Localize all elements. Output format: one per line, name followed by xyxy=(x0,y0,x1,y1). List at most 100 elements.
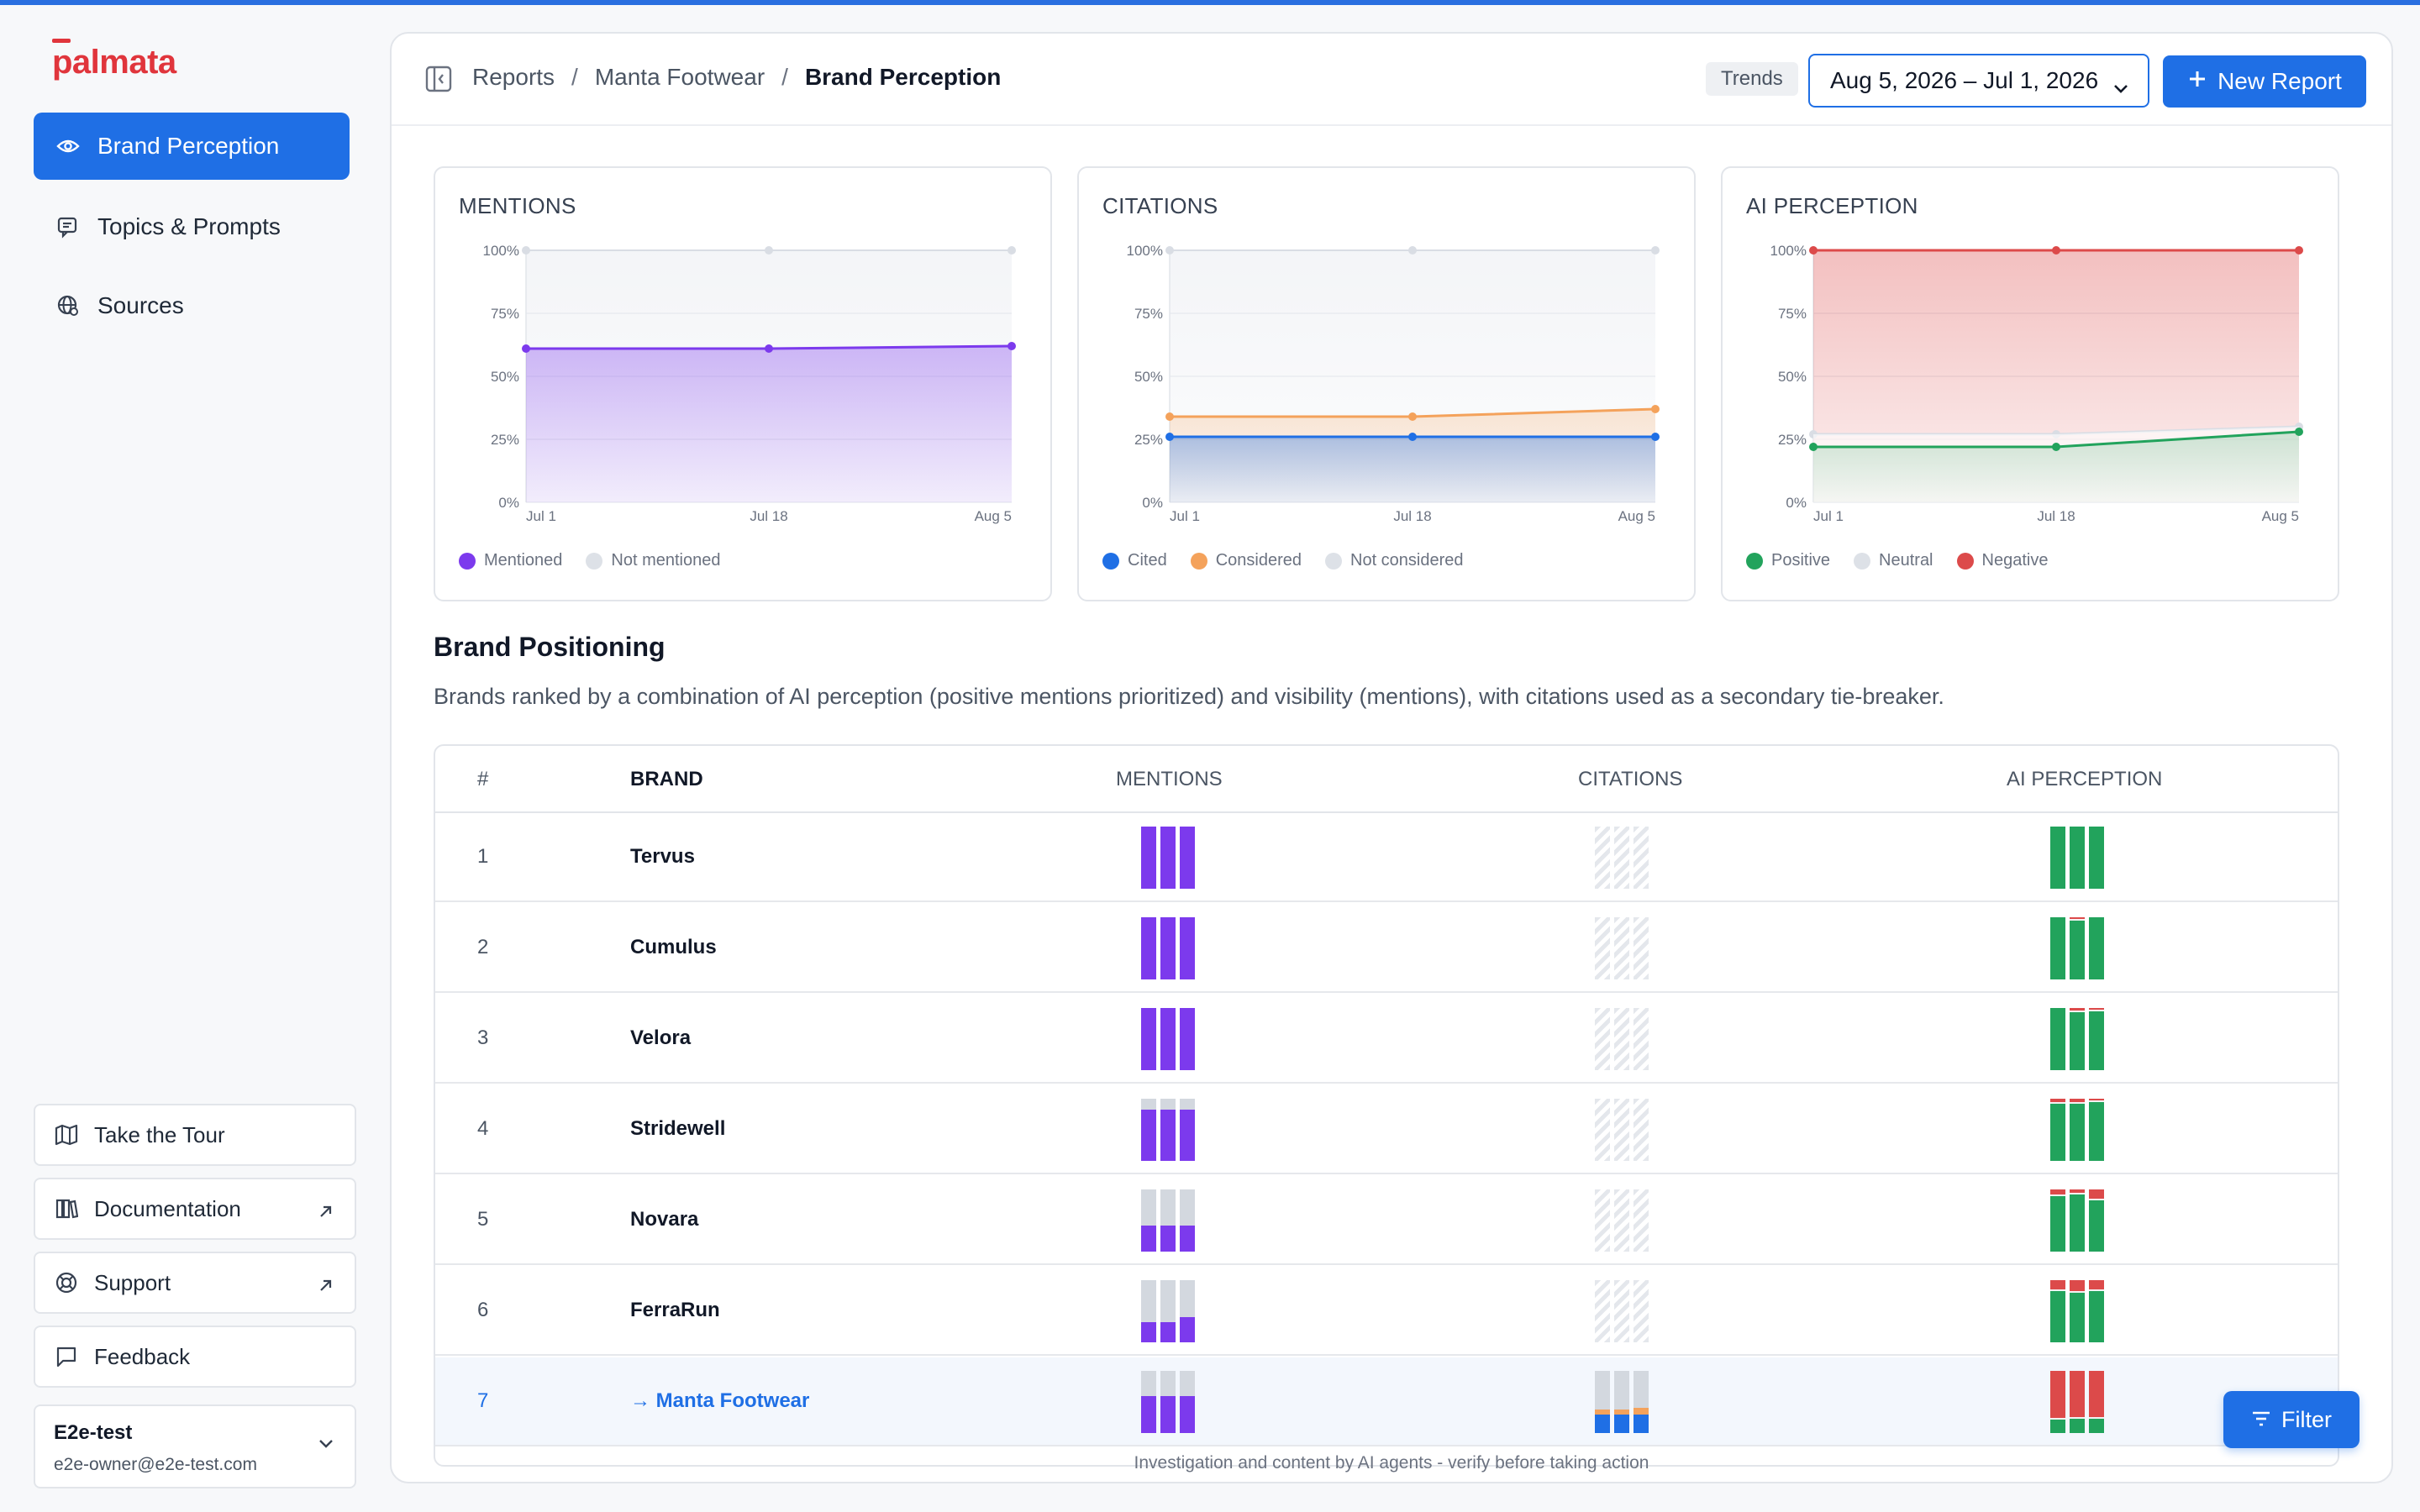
mentioned-segment xyxy=(1160,1225,1176,1252)
table-row[interactable]: 3 Velora xyxy=(435,995,2338,1084)
legend-label: Negative xyxy=(1981,551,2049,570)
perception-bars xyxy=(2050,1371,2104,1433)
citations-bars xyxy=(1595,1371,1649,1433)
perception-bar xyxy=(2089,1189,2104,1252)
y-tick-label: 25% xyxy=(491,432,519,448)
table-row[interactable]: 7 → Manta Footwear xyxy=(435,1357,2338,1446)
table-row[interactable]: 4 Stridewell xyxy=(435,1085,2338,1174)
documentation-label: Documentation xyxy=(94,1195,241,1221)
nav-label: Brand Perception xyxy=(97,133,280,159)
legend-item[interactable]: Not considered xyxy=(1325,551,1464,570)
documentation-button[interactable]: Documentation xyxy=(34,1178,356,1240)
column-header-rank: # xyxy=(477,768,489,790)
legend-item[interactable]: Negative xyxy=(1956,551,2049,570)
date-range-select[interactable]: Aug 5, 2026 – Jul 1, 2026 xyxy=(1808,54,2149,108)
legend-item[interactable]: Positive xyxy=(1746,551,1830,570)
tour-label: Take the Tour xyxy=(94,1121,225,1147)
legend-swatch xyxy=(1956,552,1974,570)
section-title: Brand Positioning xyxy=(434,632,666,662)
perception-bar xyxy=(2089,1008,2104,1070)
filter-button[interactable]: Filter xyxy=(2223,1391,2360,1448)
perception-bar xyxy=(2050,827,2065,889)
positive-segment xyxy=(2050,1418,2065,1433)
breadcrumb-brand[interactable]: Manta Footwear xyxy=(594,64,765,90)
mentioned-segment xyxy=(1180,827,1195,889)
legend-item[interactable]: Neutral xyxy=(1854,551,1933,570)
rank-cell: 4 xyxy=(477,1117,489,1140)
new-report-button[interactable]: New Report xyxy=(2163,55,2366,108)
brand-name: Novara xyxy=(630,1208,699,1231)
mentioned-segment xyxy=(1160,1008,1176,1070)
data-point xyxy=(1408,433,1417,441)
brand-cell: Tervus xyxy=(630,845,695,869)
column-header-brand[interactable]: BRAND xyxy=(630,768,703,790)
perception-bar xyxy=(2050,917,2065,979)
y-tick-label: 75% xyxy=(1778,306,1807,322)
account-switcher[interactable]: E2e-test e2e-owner@e2e-test.com xyxy=(34,1404,356,1488)
brand-cell[interactable]: → Manta Footwear xyxy=(630,1389,809,1413)
positive-segment xyxy=(2050,917,2065,979)
citations-bars xyxy=(1595,1280,1649,1342)
app-logo[interactable]: palmata xyxy=(52,39,176,81)
mentions-bars xyxy=(1141,1280,1195,1342)
table-row[interactable]: 6 FerraRun xyxy=(435,1267,2338,1356)
support-button[interactable]: Support xyxy=(34,1252,356,1314)
perception-bars xyxy=(2050,1189,2104,1252)
mentions-bar xyxy=(1160,1008,1176,1070)
positive-segment xyxy=(2050,1101,2065,1161)
citations-bars xyxy=(1595,917,1649,979)
negative-segment xyxy=(2070,1189,2085,1194)
column-header-mentions[interactable]: MENTIONS xyxy=(1116,768,1223,790)
citations-chart-card: CITATIONS 100% 75% 50% 25% 0% Jul 1 Jul 18 Aug … xyxy=(1077,166,1696,601)
sidebar-toggle-icon[interactable] xyxy=(425,66,452,97)
nav-label: Topics & Prompts xyxy=(97,213,281,239)
feedback-label: Feedback xyxy=(94,1343,191,1369)
negative-segment xyxy=(2089,1280,2104,1290)
rank-cell: 5 xyxy=(477,1208,489,1231)
sidebar: palmata Brand Perception Topics & Prompt… xyxy=(0,5,387,1512)
nav-brand-perception[interactable]: Brand Perception xyxy=(34,113,350,180)
message-icon xyxy=(54,1344,79,1369)
table-row[interactable]: 5 Novara xyxy=(435,1176,2338,1265)
perception-bars xyxy=(2050,917,2104,979)
citations-bar xyxy=(1614,1099,1629,1161)
rank-cell: 7 xyxy=(477,1389,489,1412)
eye-icon xyxy=(55,134,81,159)
data-point xyxy=(1007,342,1016,350)
legend-label: Not considered xyxy=(1350,551,1464,570)
negative-segment xyxy=(2050,1189,2065,1194)
y-tick-label: 100% xyxy=(1127,243,1163,259)
citations-bar xyxy=(1634,827,1649,889)
legend-item[interactable]: Considered xyxy=(1190,551,1302,570)
take-tour-button[interactable]: Take the Tour xyxy=(34,1104,356,1166)
table-row[interactable]: 1 Tervus xyxy=(435,813,2338,902)
breadcrumb-reports[interactable]: Reports xyxy=(472,64,555,90)
legend-item[interactable]: Mentioned xyxy=(459,551,562,570)
nav-topics-prompts[interactable]: Topics & Prompts xyxy=(34,193,350,260)
legend-item[interactable]: Cited xyxy=(1102,551,1167,570)
citations-bar xyxy=(1595,1371,1610,1433)
considered-segment xyxy=(1595,1409,1610,1415)
mentions-bar xyxy=(1160,827,1176,889)
legend-swatch xyxy=(459,552,476,570)
positive-segment xyxy=(2089,917,2104,979)
data-point xyxy=(1809,443,1818,451)
perception-bar xyxy=(2070,1371,2085,1433)
filter-label: Filter xyxy=(2281,1406,2332,1432)
legend-item[interactable]: Not mentioned xyxy=(586,551,720,570)
positive-segment xyxy=(2089,1100,2104,1161)
column-header-ai-perception[interactable]: AI PERCEPTION xyxy=(2007,768,2163,790)
negative-segment xyxy=(2050,1280,2065,1290)
column-header-citations[interactable]: CITATIONS xyxy=(1578,768,1683,790)
top-accent-line xyxy=(0,0,2420,5)
feedback-button[interactable]: Feedback xyxy=(34,1326,356,1388)
nav-sources[interactable]: Sources xyxy=(34,272,350,339)
table-row[interactable]: 2 Cumulus xyxy=(435,904,2338,993)
legend-label: Considered xyxy=(1215,551,1302,570)
arrow-right-icon: → xyxy=(630,1389,656,1412)
plus-icon xyxy=(2187,68,2207,95)
main-panel: Reports / Manta Footwear / Brand Percept… xyxy=(390,32,2393,1483)
rank-cell: 3 xyxy=(477,1026,489,1049)
y-tick-label: 75% xyxy=(1134,306,1163,322)
brand-cell: Novara xyxy=(630,1208,698,1231)
